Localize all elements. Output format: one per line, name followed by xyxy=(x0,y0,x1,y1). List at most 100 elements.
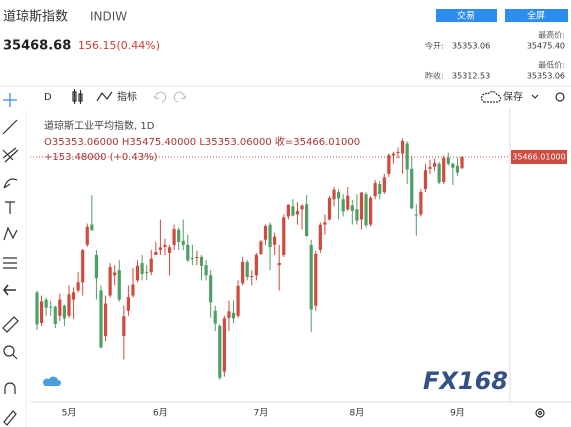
candle-body xyxy=(273,236,277,245)
candle-body xyxy=(369,197,373,225)
magnet-tool[interactable] xyxy=(4,382,16,394)
candle-body xyxy=(327,198,332,220)
high-label: 最高价: xyxy=(538,30,565,40)
candle-body xyxy=(218,325,222,378)
fullscreen-label[interactable]: 全屏 xyxy=(527,10,545,22)
candle-body xyxy=(190,258,194,260)
candle-body xyxy=(295,211,300,215)
candle-body xyxy=(309,244,313,310)
redo-icon[interactable] xyxy=(173,91,187,103)
candle-body xyxy=(359,192,364,220)
candle-body xyxy=(446,157,450,164)
candle-body xyxy=(117,270,121,300)
prev-close: 35312.53 xyxy=(452,72,490,81)
price: 35468.68 xyxy=(3,39,71,54)
candle-body xyxy=(53,306,57,324)
lock-tool[interactable] xyxy=(3,410,17,426)
interval[interactable]: D xyxy=(44,92,52,103)
candle-body xyxy=(341,199,345,212)
indicator-icon[interactable] xyxy=(96,91,113,102)
candle-body xyxy=(323,222,327,225)
candle-body xyxy=(455,165,460,173)
candle-body xyxy=(227,311,231,318)
candle-body xyxy=(373,183,377,197)
candle-body xyxy=(346,195,350,210)
fullscreen-button[interactable] xyxy=(505,9,568,22)
cloud-icon[interactable] xyxy=(480,91,502,103)
prev-close-label: 昨收: xyxy=(425,71,444,81)
text-tool[interactable] xyxy=(5,201,15,214)
x-tick-label: 9月 xyxy=(450,408,465,419)
candle-body xyxy=(245,262,249,277)
candle-body xyxy=(131,284,135,296)
candle-body xyxy=(204,265,208,276)
candle-body xyxy=(314,253,318,306)
candle-body xyxy=(396,151,400,153)
pitchfork-tool[interactable] xyxy=(2,147,19,163)
back-tool[interactable] xyxy=(2,284,16,296)
settings-icon[interactable] xyxy=(555,92,565,102)
candle-body xyxy=(172,229,176,245)
candle-body xyxy=(423,170,428,190)
pattern-tool[interactable] xyxy=(3,226,18,241)
zoom-tool[interactable] xyxy=(3,345,15,357)
candle-body xyxy=(163,244,167,247)
brush-tool[interactable] xyxy=(3,178,18,189)
crosshair-tool[interactable] xyxy=(3,93,17,107)
candle-body xyxy=(44,299,48,308)
undo-icon[interactable] xyxy=(153,91,167,103)
title: 道琼斯指数 xyxy=(3,10,68,25)
axis-settings[interactable] xyxy=(535,408,545,418)
open-label: 今开: xyxy=(425,41,444,51)
x-tick-label: 6月 xyxy=(153,408,168,419)
candle-body xyxy=(250,276,254,278)
low-label: 最低价: xyxy=(538,60,565,70)
candle-body xyxy=(337,192,341,199)
candle-body xyxy=(167,247,172,253)
candle-body xyxy=(236,285,240,316)
trade-label[interactable]: 交易 xyxy=(457,10,475,22)
candle-body xyxy=(254,254,258,276)
candle-body xyxy=(122,316,126,337)
candle-body xyxy=(231,312,236,319)
candle-body xyxy=(364,194,368,226)
legend-ohlc: O35353.06000 H35475.40000 L35353.06000 收… xyxy=(44,135,360,148)
cloud-badge xyxy=(42,376,61,386)
candle-body xyxy=(410,168,414,209)
candle-body xyxy=(58,299,62,316)
candle-body xyxy=(158,247,162,250)
save[interactable]: 保存 xyxy=(503,90,523,103)
candle-body xyxy=(382,177,386,193)
candle-body xyxy=(318,224,322,250)
candle-body xyxy=(291,206,295,216)
candle-body xyxy=(99,290,103,348)
zoom-tool-handle[interactable] xyxy=(12,354,18,360)
candle-body xyxy=(282,217,286,255)
watermark: FX168 xyxy=(423,367,508,395)
legend-title: 道琼斯工业平均指数, 1D xyxy=(44,119,155,132)
candle-body xyxy=(181,240,185,245)
candle-body xyxy=(186,244,190,261)
candle-body xyxy=(442,158,446,182)
candle-body xyxy=(62,305,67,319)
indicators[interactable]: 指标 xyxy=(117,90,137,103)
candle-body xyxy=(195,257,199,259)
candle-body xyxy=(263,225,268,240)
fib-tool[interactable] xyxy=(3,257,17,269)
candle-body xyxy=(108,266,112,296)
chevron-icon[interactable] xyxy=(531,94,539,99)
candle-body xyxy=(154,252,158,255)
candle-body xyxy=(76,282,80,291)
candle-body xyxy=(222,318,226,372)
trade-button[interactable] xyxy=(436,9,497,22)
candle-body xyxy=(405,143,409,170)
candle-body xyxy=(126,297,130,311)
line-tool[interactable] xyxy=(2,119,18,135)
candle-body xyxy=(355,209,359,221)
chart-style-icon[interactable] xyxy=(72,89,83,104)
ruler-tool[interactable] xyxy=(2,316,19,333)
x-tick-label: 8月 xyxy=(350,408,365,419)
candle-body xyxy=(437,163,441,183)
candle-body xyxy=(451,163,455,168)
candle-body xyxy=(135,265,140,281)
